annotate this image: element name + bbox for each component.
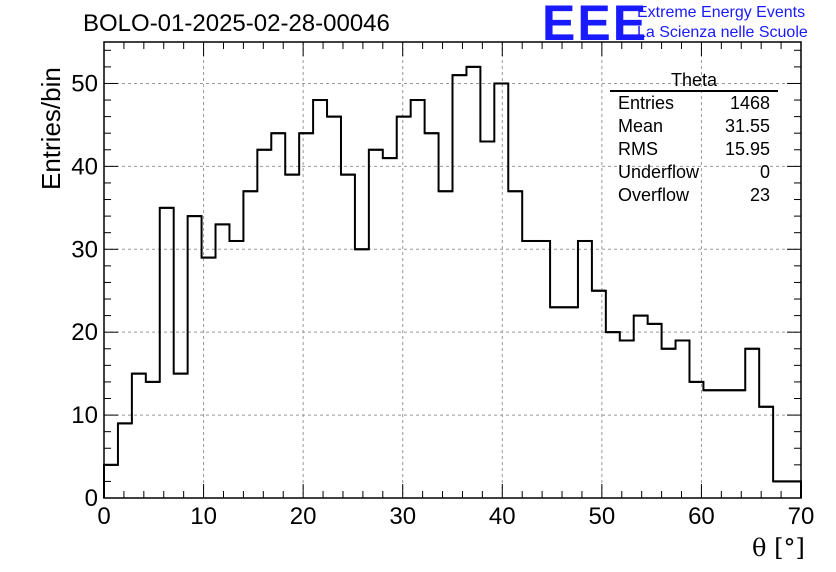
eee-logo: EEE [542,0,649,51]
x-tick-label: 40 [489,503,516,530]
logo-line-1: Extreme Energy Events [637,4,806,21]
plot-frame [103,41,802,499]
stats-value: 0 [759,162,770,182]
y-tick-label: 10 [71,402,98,429]
y-tick-label: 20 [71,319,98,346]
eee-logo-text: Extreme Energy Events La Scienza nelle S… [637,3,808,43]
stats-value: 31.55 [724,116,770,136]
stats-value: 15.95 [724,139,770,159]
stats-box: Theta Entries 1468 Mean 31.55 RMS 15.95 … [610,70,778,207]
stats-row: Mean 31.55 [610,115,778,138]
stats-row: Overflow 23 [610,184,778,207]
x-tick-label: 30 [389,503,416,530]
x-tick-label: 20 [290,503,317,530]
stats-value: 1468 [729,93,770,113]
x-tick-label: 60 [688,503,715,530]
stats-label: RMS [618,139,658,159]
y-axis-label: Entries/bin [36,67,66,190]
axes: 0 10 20 30 40 50 60 70 0 10 20 30 40 50 [71,41,815,530]
y-tick-label: 50 [71,70,98,97]
x-tick-label: 50 [589,503,616,530]
y-tick-label: 30 [71,236,98,263]
stats-row: Entries 1468 [610,92,778,115]
stats-row: RMS 15.95 [610,138,778,161]
stats-label: Overflow [618,185,690,205]
stats-label: Underflow [618,162,700,182]
histogram-series [103,65,802,498]
logo-line-2: La Scienza nelle Scuole [637,24,808,41]
stats-row: Underflow 0 [610,161,778,184]
chart-title: BOLO-01-2025-02-28-00046 [83,10,390,37]
stats-label: Entries [618,93,675,113]
stats-title: Theta [610,70,778,92]
y-tick-label: 0 [85,485,98,512]
y-axis-label-wrap: Entries/bin [6,67,66,190]
x-tick-label: 10 [190,503,217,530]
stats-label: Mean [618,116,664,136]
x-axis-label: θ [°] [752,534,805,562]
stats-value: 23 [749,185,770,205]
x-tick-label: 0 [97,503,110,530]
x-tick-label: 70 [788,503,815,530]
y-tick-label: 40 [71,153,98,180]
